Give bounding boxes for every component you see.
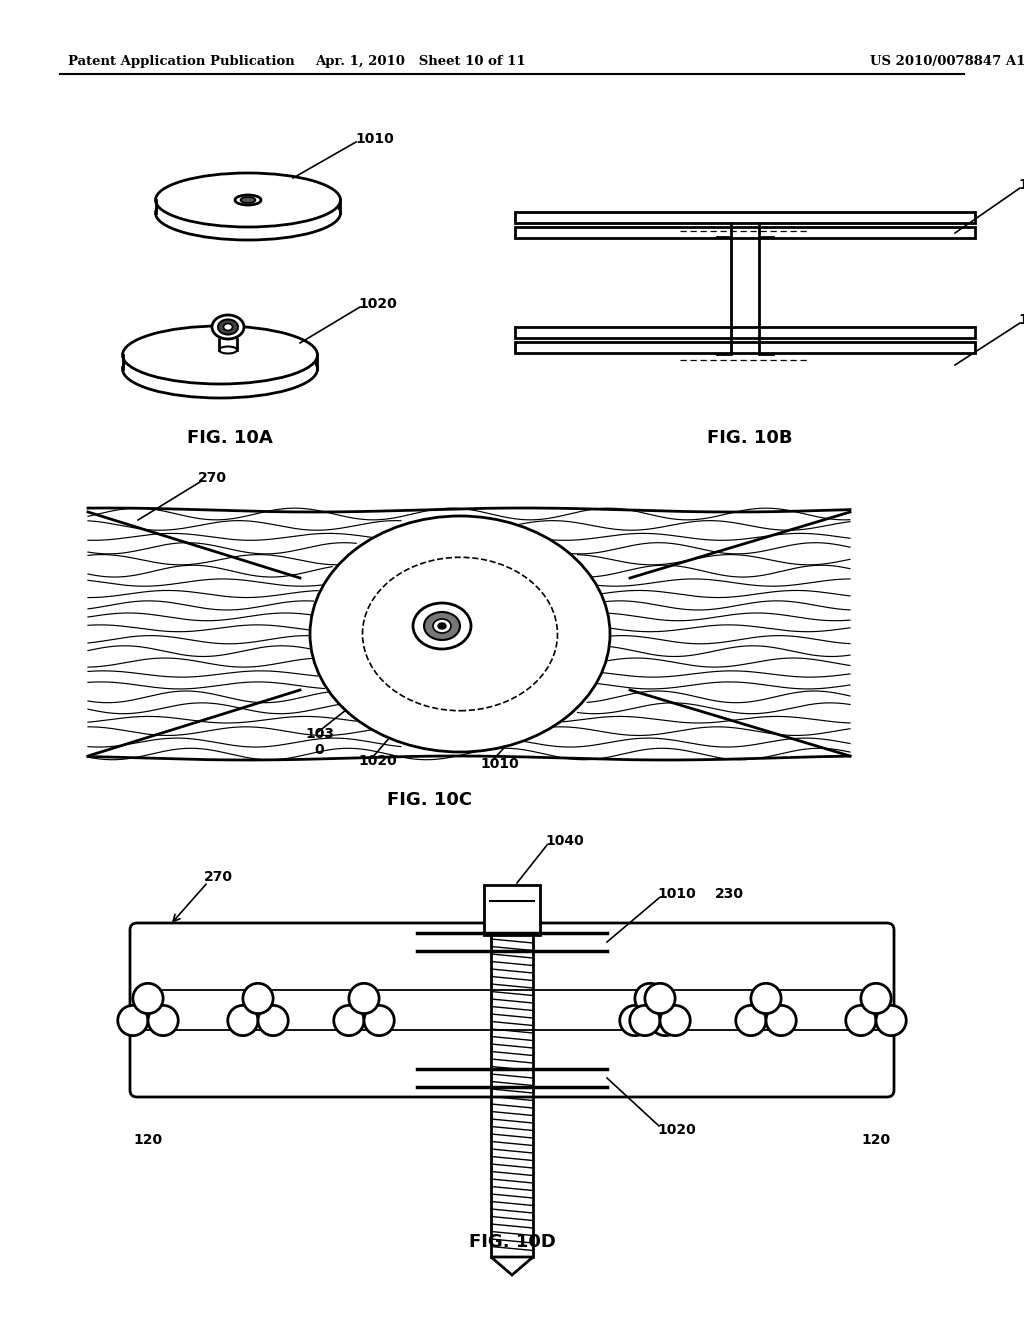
Text: 120: 120 xyxy=(861,1133,891,1147)
Ellipse shape xyxy=(234,195,261,205)
Ellipse shape xyxy=(123,326,317,384)
Circle shape xyxy=(227,1006,258,1036)
Circle shape xyxy=(334,1006,364,1036)
Ellipse shape xyxy=(424,612,460,640)
Bar xyxy=(484,884,540,935)
Circle shape xyxy=(620,1006,650,1036)
Bar xyxy=(515,213,975,223)
Ellipse shape xyxy=(438,623,446,630)
Bar xyxy=(515,327,975,338)
Circle shape xyxy=(861,983,891,1014)
Text: 1040: 1040 xyxy=(545,834,584,847)
Circle shape xyxy=(876,1006,906,1036)
Circle shape xyxy=(736,1006,766,1036)
Circle shape xyxy=(751,983,781,1014)
Ellipse shape xyxy=(156,186,341,240)
Ellipse shape xyxy=(123,341,317,399)
Circle shape xyxy=(148,1006,178,1036)
Bar xyxy=(515,227,975,238)
Text: 1010: 1010 xyxy=(480,756,519,771)
Text: 1010: 1010 xyxy=(657,887,695,902)
Ellipse shape xyxy=(241,197,256,203)
Text: 270: 270 xyxy=(198,471,227,484)
Ellipse shape xyxy=(156,173,341,227)
Ellipse shape xyxy=(218,319,238,334)
Ellipse shape xyxy=(310,516,610,752)
Circle shape xyxy=(650,1006,680,1036)
Ellipse shape xyxy=(212,315,244,339)
Text: FIG. 10D: FIG. 10D xyxy=(469,1233,555,1251)
Text: FIG. 10C: FIG. 10C xyxy=(387,791,472,809)
Text: FIG. 10A: FIG. 10A xyxy=(187,429,272,447)
Text: 270: 270 xyxy=(204,870,233,884)
Text: US 2010/0078847 A1: US 2010/0078847 A1 xyxy=(870,55,1024,69)
Text: 1010: 1010 xyxy=(355,132,394,147)
Text: Patent Application Publication: Patent Application Publication xyxy=(68,55,295,69)
Text: 1020: 1020 xyxy=(1018,313,1024,327)
Circle shape xyxy=(660,1006,690,1036)
Circle shape xyxy=(258,1006,288,1036)
Text: 1010: 1010 xyxy=(1018,178,1024,191)
Text: 103: 103 xyxy=(305,727,334,741)
Text: Apr. 1, 2010   Sheet 10 of 11: Apr. 1, 2010 Sheet 10 of 11 xyxy=(314,55,525,69)
Text: 1020: 1020 xyxy=(657,1123,695,1137)
Ellipse shape xyxy=(219,346,237,354)
Circle shape xyxy=(635,983,666,1014)
Circle shape xyxy=(846,1006,876,1036)
Text: FIG. 10B: FIG. 10B xyxy=(708,429,793,447)
Polygon shape xyxy=(490,1257,534,1275)
Circle shape xyxy=(766,1006,797,1036)
Text: 230: 230 xyxy=(715,887,744,902)
Text: 1020: 1020 xyxy=(358,754,396,768)
Circle shape xyxy=(243,983,273,1014)
Text: 120: 120 xyxy=(133,1133,163,1147)
Circle shape xyxy=(349,983,379,1014)
Circle shape xyxy=(118,1006,148,1036)
Circle shape xyxy=(630,1006,660,1036)
Circle shape xyxy=(645,983,675,1014)
Circle shape xyxy=(133,983,163,1014)
Ellipse shape xyxy=(413,603,471,649)
Circle shape xyxy=(364,1006,394,1036)
Ellipse shape xyxy=(223,323,232,330)
Text: 0: 0 xyxy=(314,743,324,756)
Bar xyxy=(515,342,975,352)
Ellipse shape xyxy=(433,619,451,634)
Text: 1020: 1020 xyxy=(358,297,396,312)
FancyBboxPatch shape xyxy=(130,923,894,1097)
